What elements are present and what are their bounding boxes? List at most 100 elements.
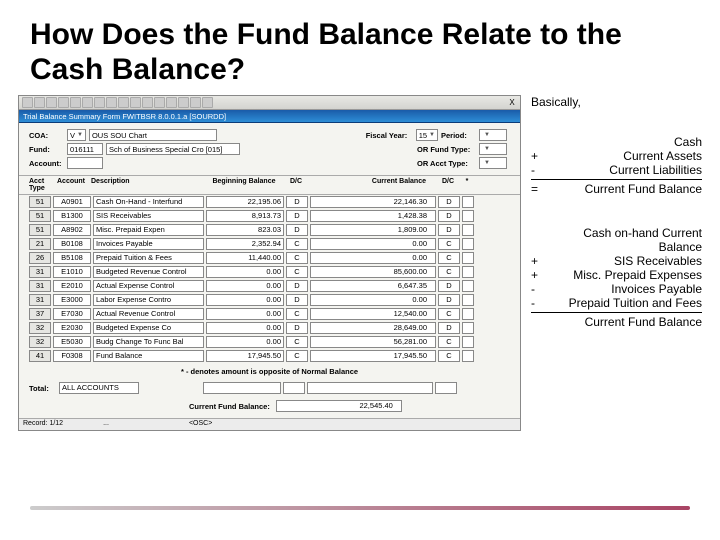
cell-dc2: D: [438, 224, 460, 236]
toolbar-icon[interactable]: [70, 97, 81, 108]
cell-desc: Cash On-Hand - Interfund: [93, 196, 204, 208]
cell-cur: 6,647.35: [310, 280, 436, 292]
cell-dc1: C: [286, 308, 308, 320]
cell-beg: 8,913.73: [206, 210, 284, 222]
table-row[interactable]: 21B0108Invoices Payable2,352.94C0.00C: [29, 237, 510, 251]
account-field[interactable]: [67, 157, 103, 169]
col-ast: *: [460, 178, 474, 192]
coa-label: COA:: [29, 131, 67, 140]
calc2-result: Current Fund Balance: [547, 315, 702, 329]
or-fund-field[interactable]: ▼: [479, 143, 507, 155]
cell-ast: [462, 308, 474, 320]
cell-desc: Budg Change To Func Bal: [93, 336, 204, 348]
cell-cur: 1,428.38: [310, 210, 436, 222]
toolbar-icon[interactable]: [118, 97, 129, 108]
cell-desc: Invoices Payable: [93, 238, 204, 250]
current-fund-balance-row: Current Fund Balance: 22,545.40: [19, 398, 520, 418]
totals-row: Total: ALL ACCOUNTS: [19, 380, 520, 398]
cell-dc2: D: [438, 196, 460, 208]
or-fund-label: OR Fund Type:: [417, 145, 479, 154]
slide-accent: [30, 506, 690, 510]
toolbar-icon[interactable]: [190, 97, 201, 108]
cell-dc1: C: [286, 336, 308, 348]
coa-field[interactable]: V▼: [67, 129, 86, 141]
cell-beg: 823.03: [206, 224, 284, 236]
cell-type: 21: [29, 238, 51, 250]
cell-beg: 0.00: [206, 322, 284, 334]
toolbar-icon[interactable]: [58, 97, 69, 108]
or-acct-field[interactable]: ▼: [479, 157, 507, 169]
table-row[interactable]: 31E3000Labor Expense Contro0.00D0.00D: [29, 293, 510, 307]
fiscal-field[interactable]: 15▼: [416, 129, 438, 141]
toolbar-icon[interactable]: [82, 97, 93, 108]
cell-cur: 0.00: [310, 252, 436, 264]
toolbar-icon[interactable]: [130, 97, 141, 108]
cell-beg: 0.00: [206, 294, 284, 306]
cell-cur: 17,945.50: [310, 350, 436, 362]
intro-text: Basically,: [531, 95, 702, 109]
cell-dc1: C: [286, 350, 308, 362]
form-header: COA: V▼ OUS SOU Chart Fiscal Year: 15▼ P…: [19, 123, 520, 176]
table-row[interactable]: 31E2010Actual Expense Control0.00D6,647.…: [29, 279, 510, 293]
status-osc: <OSC>: [189, 420, 212, 429]
calc-line: +Misc. Prepaid Expenses: [531, 268, 702, 282]
col-beg: Beginning Balance: [204, 178, 284, 192]
cell-ast: [462, 322, 474, 334]
calc-line: +Current Assets: [531, 149, 702, 163]
cell-ast: [462, 294, 474, 306]
toolbar-icon[interactable]: [202, 97, 213, 108]
cell-type: 31: [29, 294, 51, 306]
calc-line: Cash on-hand Current Balance: [531, 226, 702, 254]
period-field[interactable]: ▼: [479, 129, 507, 141]
toolbar-icon[interactable]: [94, 97, 105, 108]
cell-cur: 22,146.30: [310, 196, 436, 208]
toolbar-icon[interactable]: [142, 97, 153, 108]
cell-type: 51: [29, 210, 51, 222]
cell-dc2: D: [438, 280, 460, 292]
table-row[interactable]: 31E1010Budgeted Revenue Control0.00C85,6…: [29, 265, 510, 279]
cell-ast: [462, 350, 474, 362]
cell-ast: [462, 238, 474, 250]
toolbar-icon[interactable]: [178, 97, 189, 108]
table-row[interactable]: 32E5030Budg Change To Func Bal0.00C56,28…: [29, 335, 510, 349]
cell-account: B0108: [53, 238, 91, 250]
toolbar-icon[interactable]: [154, 97, 165, 108]
slide-title: How Does the Fund Balance Relate to the …: [0, 0, 720, 95]
table-row[interactable]: 26B5108Prepaid Tuition & Fees11,440.00C0…: [29, 251, 510, 265]
table-row[interactable]: 51A0901Cash On-Hand - Interfund22,195.06…: [29, 195, 510, 209]
fund-field[interactable]: 016111: [67, 143, 103, 155]
cell-desc: Prepaid Tuition & Fees: [93, 252, 204, 264]
toolbar-icon[interactable]: [106, 97, 117, 108]
calc-line: +SIS Receivables: [531, 254, 702, 268]
total-label: Total:: [29, 384, 59, 393]
close-icon[interactable]: X: [507, 98, 517, 108]
table-row[interactable]: 37E7030Actual Revenue Control0.00C12,540…: [29, 307, 510, 321]
fiscal-label: Fiscal Year:: [366, 131, 416, 140]
cell-account: E2010: [53, 280, 91, 292]
cell-dc2: D: [438, 294, 460, 306]
table-row[interactable]: 51A8902Misc. Prepaid Expen823.03D1,809.0…: [29, 223, 510, 237]
toolbar-icon[interactable]: [166, 97, 177, 108]
calc-line: -Invoices Payable: [531, 282, 702, 296]
calc-block-2: Cash on-hand Current Balance+SIS Receiva…: [531, 226, 702, 329]
cell-dc2: C: [438, 266, 460, 278]
cell-cur: 85,600.00: [310, 266, 436, 278]
toolbar-icon[interactable]: [46, 97, 57, 108]
cell-type: 26: [29, 252, 51, 264]
cell-desc: Fund Balance: [93, 350, 204, 362]
column-headers: Acct Type Account Description Beginning …: [19, 176, 520, 195]
table-row[interactable]: 51B1300SIS Receivables8,913.73D1,428.38D: [29, 209, 510, 223]
col-dc1: D/C: [284, 178, 308, 192]
toolbar-icon[interactable]: [34, 97, 45, 108]
cell-account: E2030: [53, 322, 91, 334]
cell-dc2: C: [438, 336, 460, 348]
table-row[interactable]: 32E2030Budgeted Expense Co0.00D28,649.00…: [29, 321, 510, 335]
table-row[interactable]: 41F0308Fund Balance17,945.50C17,945.50C: [29, 349, 510, 363]
cell-type: 41: [29, 350, 51, 362]
cell-beg: 2,352.94: [206, 238, 284, 250]
col-dc2: D/C: [436, 178, 460, 192]
cell-beg: 22,195.06: [206, 196, 284, 208]
toolbar-icon[interactable]: [22, 97, 33, 108]
cell-account: A0901: [53, 196, 91, 208]
cell-desc: SIS Receivables: [93, 210, 204, 222]
